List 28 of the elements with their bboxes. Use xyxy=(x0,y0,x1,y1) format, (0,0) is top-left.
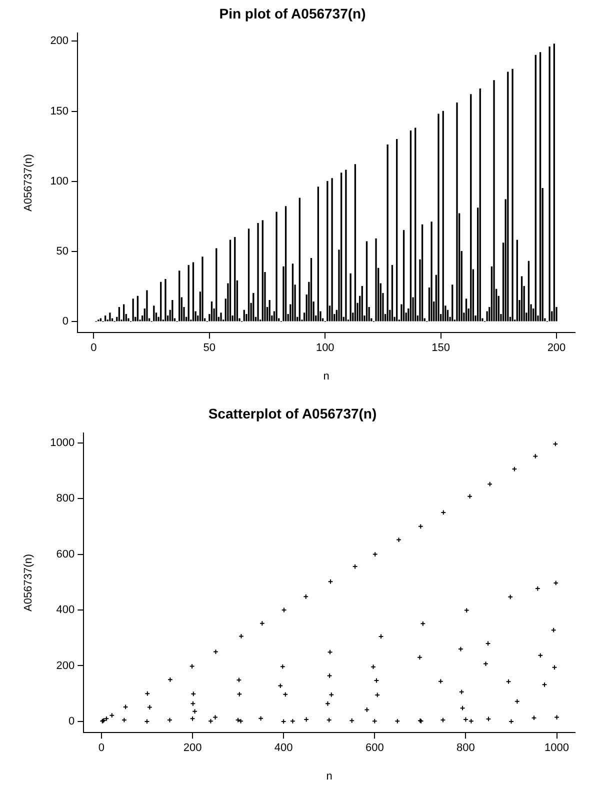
x-tick-label: 100 xyxy=(316,342,334,354)
x-tick-label: 800 xyxy=(456,742,475,754)
y-tick-label: 800 xyxy=(56,492,75,505)
x-tick-label: 200 xyxy=(183,742,202,754)
y-tick-label: 0 xyxy=(62,315,69,328)
y-axis-title: A056737(n) xyxy=(22,554,35,612)
y-tick-label: 200 xyxy=(50,35,69,48)
y-axis-title: A056737(n) xyxy=(22,154,35,212)
y-tick-label: 600 xyxy=(56,548,75,560)
chart-title: Scatterplot of A056737(n) xyxy=(208,405,377,422)
y-tick-label: 100 xyxy=(50,175,69,188)
x-axis-title: n xyxy=(326,770,332,782)
x-tick-label: 150 xyxy=(432,342,450,354)
chart-title: Pin plot of A056737(n) xyxy=(219,5,366,22)
x-tick-label: 50 xyxy=(203,342,216,354)
y-tick-label: 50 xyxy=(56,245,69,258)
y-tick-label: 1000 xyxy=(50,436,75,449)
x-tick-label: 400 xyxy=(274,742,293,754)
x-tick-label: 0 xyxy=(90,342,97,354)
y-tick-label: 200 xyxy=(56,660,75,672)
x-tick-label: 1000 xyxy=(544,742,570,754)
x-axis-title: n xyxy=(323,370,330,382)
y-tick-label: 150 xyxy=(50,105,69,118)
x-tick-label: 200 xyxy=(547,342,566,354)
x-tick-label: 600 xyxy=(365,742,384,754)
y-tick-label: 400 xyxy=(56,604,75,616)
x-tick-label: 0 xyxy=(98,742,104,754)
y-tick-label: 0 xyxy=(68,715,75,728)
